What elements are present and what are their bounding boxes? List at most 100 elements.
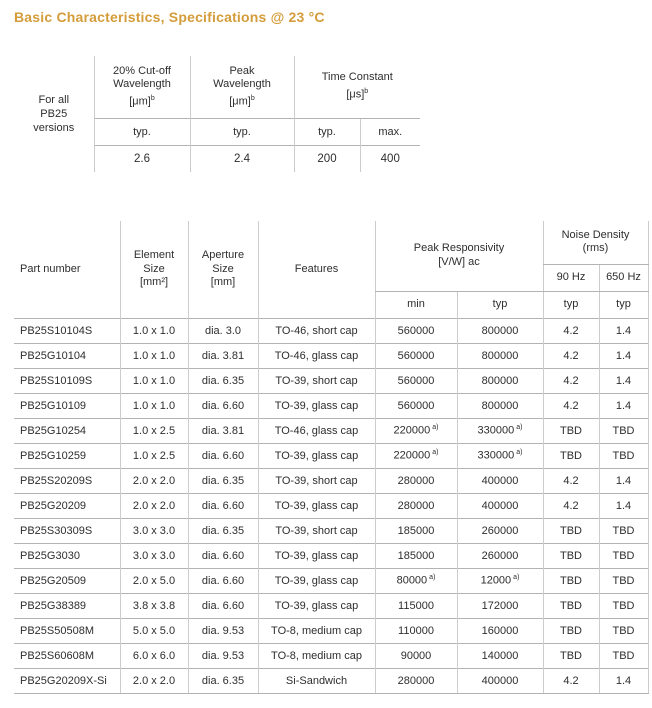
features-cell: TO-46, short cap [257,317,375,343]
responsivity-typ-cell: 800000 [456,392,543,418]
table-row: PB25S20209S 2.0 x 2.0 dia. 6.35 TO-39, s… [14,467,649,493]
responsivity-min-cell: 560000 [374,317,457,343]
aperture-size-cell: dia. 6.60 [187,442,258,468]
part-number-cell: PB25S10104S [14,317,120,343]
page-title: Basic Characteristics, Specifications @ … [14,9,325,25]
noise-90hz-cell: TBD [542,567,599,593]
col-subheader-min: min [374,291,457,318]
aperture-size-cell: dia. 3.0 [187,317,258,343]
part-number-cell: PB25G38389 [14,592,120,618]
spec-header-row: For all PB25 versions 20% Cut-off Wavele… [14,56,420,134]
part-number-cell: PB25S10109S [14,367,120,393]
element-size-cell: 1.0 x 1.0 [119,342,188,368]
part-number-cell: PB25G20209 [14,492,120,518]
element-size-cell: 2.0 x 5.0 [119,567,188,593]
responsivity-typ-cell: 260000 [456,517,543,543]
noise-650hz-cell: 1.4 [598,467,649,493]
noise-650hz-cell: 1.4 [598,342,649,368]
table-row: PB25S10104S 1.0 x 1.0 dia. 3.0 TO-46, sh… [14,317,649,343]
noise-650hz-cell: 1.4 [598,317,649,343]
spec-value: 400 [359,144,420,172]
part-number-cell: PB25S50508M [14,617,120,643]
noise-90hz-cell: 4.2 [542,467,599,493]
noise-650hz-cell: TBD [598,442,649,468]
features-cell: TO-39, glass cap [257,392,375,418]
main-header-row-3: min typ typ typ [14,291,649,318]
features-cell: TO-39, short cap [257,367,375,393]
features-cell: TO-39, glass cap [257,542,375,568]
spec-subheader: typ. [293,117,360,145]
responsivity-min-cell: 280000 [374,492,457,518]
spec-value: 2.4 [189,144,294,172]
responsivity-typ-cell: 400000 [456,667,543,694]
part-number-cell: PB25G20209X-Si [14,667,120,694]
table-row: PB25G3030 3.0 x 3.0 dia. 6.60 TO-39, gla… [14,542,649,568]
responsivity-typ-cell: 140000 [456,642,543,668]
responsivity-min-cell: 280000 [374,467,457,493]
responsivity-typ-cell: 330000 a) [456,417,543,443]
element-size-cell: 1.0 x 2.5 [119,417,188,443]
col-header-time-constant: Time Constant [μs]b [293,56,420,118]
responsivity-min-cell: 80000 a) [374,567,457,593]
responsivity-min-cell: 90000 [374,642,457,668]
responsivity-min-cell: 185000 [374,517,457,543]
features-cell: TO-39, glass cap [257,592,375,618]
aperture-size-cell: dia. 3.81 [187,342,258,368]
noise-90hz-cell: 4.2 [542,367,599,393]
part-number-cell: PB25S60608M [14,642,120,668]
noise-650hz-cell: TBD [598,542,649,568]
main-header-row-1: Part number Element Size [mm²] Aperture … [14,221,649,318]
aperture-size-cell: dia. 6.60 [187,592,258,618]
spec-value: 2.6 [93,144,190,172]
aperture-size-cell: dia. 6.60 [187,492,258,518]
element-size-cell: 3.0 x 3.0 [119,517,188,543]
features-cell: TO-46, glass cap [257,417,375,443]
spec-row-label-line: For all [38,94,70,106]
element-size-cell: 6.0 x 6.0 [119,642,188,668]
features-cell: TO-8, medium cap [257,642,375,668]
noise-90hz-cell: TBD [542,617,599,643]
element-size-cell: 3.8 x 3.8 [119,592,188,618]
element-size-cell: 1.0 x 1.0 [119,317,188,343]
noise-650hz-cell: TBD [598,617,649,643]
responsivity-typ-cell: 800000 [456,317,543,343]
responsivity-typ-cell: 800000 [456,367,543,393]
noise-90hz-cell: TBD [542,642,599,668]
col-subheader-typ: typ [456,291,543,318]
noise-90hz-cell: TBD [542,417,599,443]
table-row: PB25G20509 2.0 x 5.0 dia. 6.60 TO-39, gl… [14,567,649,593]
table-row: PB25G20209X-Si 2.0 x 2.0 dia. 6.35 Si-Sa… [14,667,649,694]
noise-650hz-cell: TBD [598,417,649,443]
responsivity-min-cell: 110000 [374,617,457,643]
table-row: PB25S10109S 1.0 x 1.0 dia. 6.35 TO-39, s… [14,367,649,393]
table-row: PB25S30309S 3.0 x 3.0 dia. 6.35 TO-39, s… [14,517,649,543]
noise-90hz-cell: 4.2 [542,492,599,518]
spec-row-label-line: versions [33,122,75,134]
col-header-90hz: 90 Hz [542,264,599,292]
aperture-size-cell: dia. 6.35 [187,517,258,543]
spec-subheader: typ. [189,117,294,145]
table-row: PB25G10109 1.0 x 1.0 dia. 6.60 TO-39, gl… [14,392,649,418]
col-header-peak-wavelength: Peak Wavelength [μm]b [189,56,294,118]
table-row: PB25G38389 3.8 x 3.8 dia. 6.60 TO-39, gl… [14,592,649,618]
spec-value: 200 [293,144,360,172]
element-size-cell: 3.0 x 3.0 [119,542,188,568]
element-size-cell: 1.0 x 1.0 [119,392,188,418]
spec-row-label: For all PB25 versions [14,56,94,172]
responsivity-typ-cell: 12000 a) [456,567,543,593]
spec-subheader: typ. [93,117,190,145]
col-header-peak-responsivity: Peak Responsivity [V/W] ac [374,221,543,292]
col-subheader-typ: typ [542,291,599,318]
part-number-cell: PB25G10259 [14,442,120,468]
noise-650hz-cell: TBD [598,642,649,668]
part-number-cell: PB25S30309S [14,517,120,543]
aperture-size-cell: dia. 9.53 [187,642,258,668]
noise-90hz-cell: 4.2 [542,342,599,368]
responsivity-min-cell: 220000 a) [374,442,457,468]
responsivity-typ-cell: 260000 [456,542,543,568]
responsivity-typ-cell: 172000 [456,592,543,618]
col-header-aperture-size: Aperture Size [mm] [187,221,258,318]
element-size-cell: 2.0 x 2.0 [119,492,188,518]
responsivity-typ-cell: 400000 [456,467,543,493]
table-row: PB25G10259 1.0 x 2.5 dia. 6.60 TO-39, gl… [14,442,649,468]
